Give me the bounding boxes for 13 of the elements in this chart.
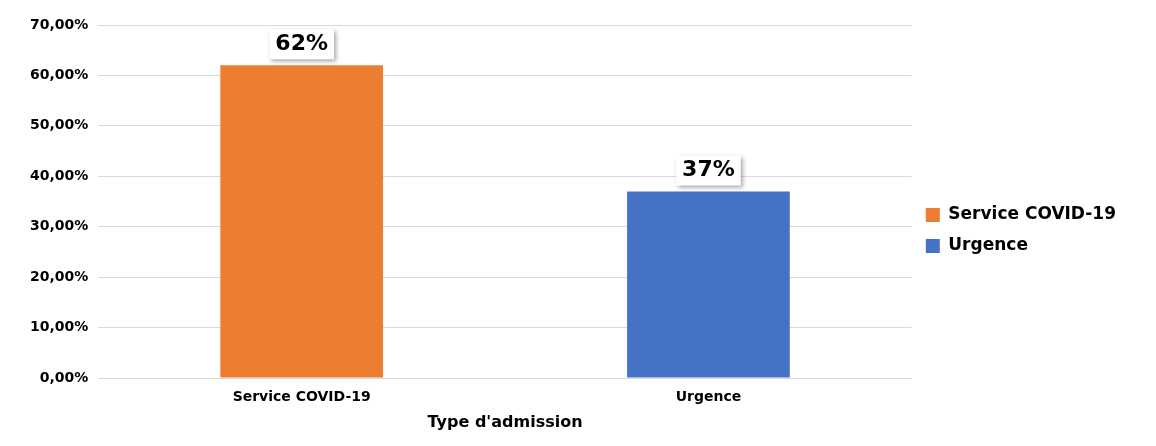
y-tick-label: 30,00% xyxy=(30,217,89,234)
y-tick-label: 50,00% xyxy=(30,116,89,133)
y-tick-label: 20,00% xyxy=(30,267,89,284)
y-tick-label: 10,00% xyxy=(30,318,89,335)
y-tick-label: 0,00% xyxy=(39,368,89,385)
y-tick-label: 40,00% xyxy=(30,166,89,183)
y-tick-label: 60,00% xyxy=(30,66,89,83)
legend-label: Service COVID-19 xyxy=(948,203,1116,224)
x-axis-title: Type d'admission xyxy=(427,411,583,431)
legend-label: Urgence xyxy=(948,234,1028,255)
data-label: 37% xyxy=(682,156,735,182)
data-label: 62% xyxy=(275,30,329,56)
y-tick-label: 70,00% xyxy=(30,15,89,32)
